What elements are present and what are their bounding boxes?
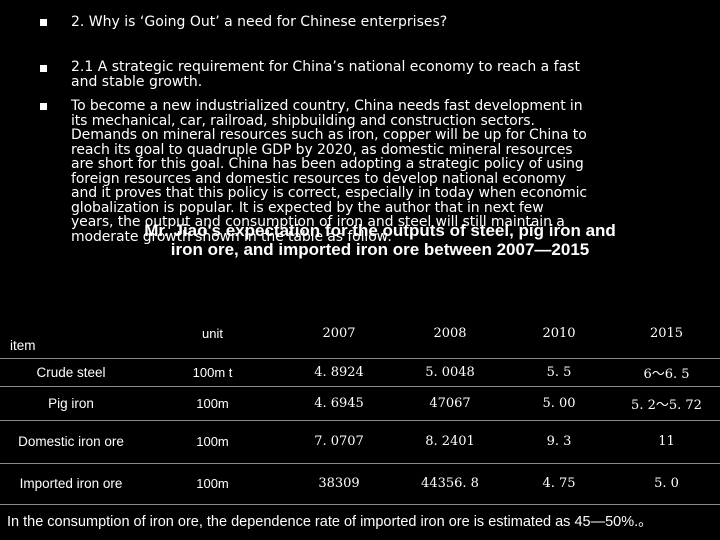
bullet-marker-1 [40, 19, 47, 26]
cell-2015: 5. 2～5. 72 [613, 386, 720, 421]
expectation-table: item unit 2007 2008 2010 2015 Crude stee… [0, 310, 720, 505]
cell-2010: 5. 00 [505, 386, 613, 421]
header-2015: 2015 [613, 310, 720, 359]
bullet-marker-2 [40, 65, 47, 72]
header-2007: 2007 [283, 310, 395, 359]
table-row: Crude steel 100m t 4. 8924 5. 0048 5. 5 … [0, 358, 720, 387]
cell-2010: 4. 75 [505, 463, 613, 505]
cell-2008: 44356. 8 [395, 463, 505, 505]
row-unit: 100m [142, 420, 283, 464]
row-label: Crude steel [0, 358, 142, 387]
header-unit: unit [142, 310, 283, 359]
row-label: Imported iron ore [0, 463, 142, 505]
cell-2008: 5. 0048 [395, 358, 505, 387]
table-row: Domestic iron ore 100m 7. 0707 8. 2401 9… [0, 420, 720, 464]
table-row: Pig iron 100m 4. 6945 47067 5. 00 5. 2～5… [0, 386, 720, 421]
row-label: Pig iron [0, 386, 142, 421]
table-row: Imported iron ore 100m 38309 44356. 8 4.… [0, 463, 720, 505]
table-title: Mr. Jiao's expectation for the outputs o… [144, 221, 616, 259]
footnote: In the consumption of iron ore, the depe… [7, 514, 653, 530]
bullet-marker-3 [40, 103, 47, 110]
cell-2007: 4. 6945 [283, 386, 395, 421]
cell-2015: 11 [613, 420, 720, 464]
cell-2007: 4. 8924 [283, 358, 395, 387]
cell-2010: 9. 3 [505, 420, 613, 464]
row-unit: 100m t [142, 358, 283, 387]
cell-2008: 47067 [395, 386, 505, 421]
subheading-strategic-requirement: 2.1 A strategic requirement for China’s … [71, 59, 580, 90]
cell-2007: 38309 [283, 463, 395, 505]
cell-2015: 5. 0 [613, 463, 720, 505]
header-2008: 2008 [395, 310, 505, 359]
header-item: item [0, 310, 142, 359]
row-unit: 100m [142, 463, 283, 505]
cell-2010: 5. 5 [505, 358, 613, 387]
heading-going-out: 2. Why is ‘Going Out’ a need for Chinese… [71, 14, 448, 30]
cell-2007: 7. 0707 [283, 420, 395, 464]
body-paragraph: To become a new industrialized country, … [71, 98, 588, 245]
table-header-row: item unit 2007 2008 2010 2015 [0, 310, 720, 359]
cell-2015: 6～6. 5 [613, 358, 720, 387]
header-2010: 2010 [505, 310, 613, 359]
row-unit: 100m [142, 386, 283, 421]
cell-2008: 8. 2401 [395, 420, 505, 464]
row-label: Domestic iron ore [0, 420, 142, 464]
